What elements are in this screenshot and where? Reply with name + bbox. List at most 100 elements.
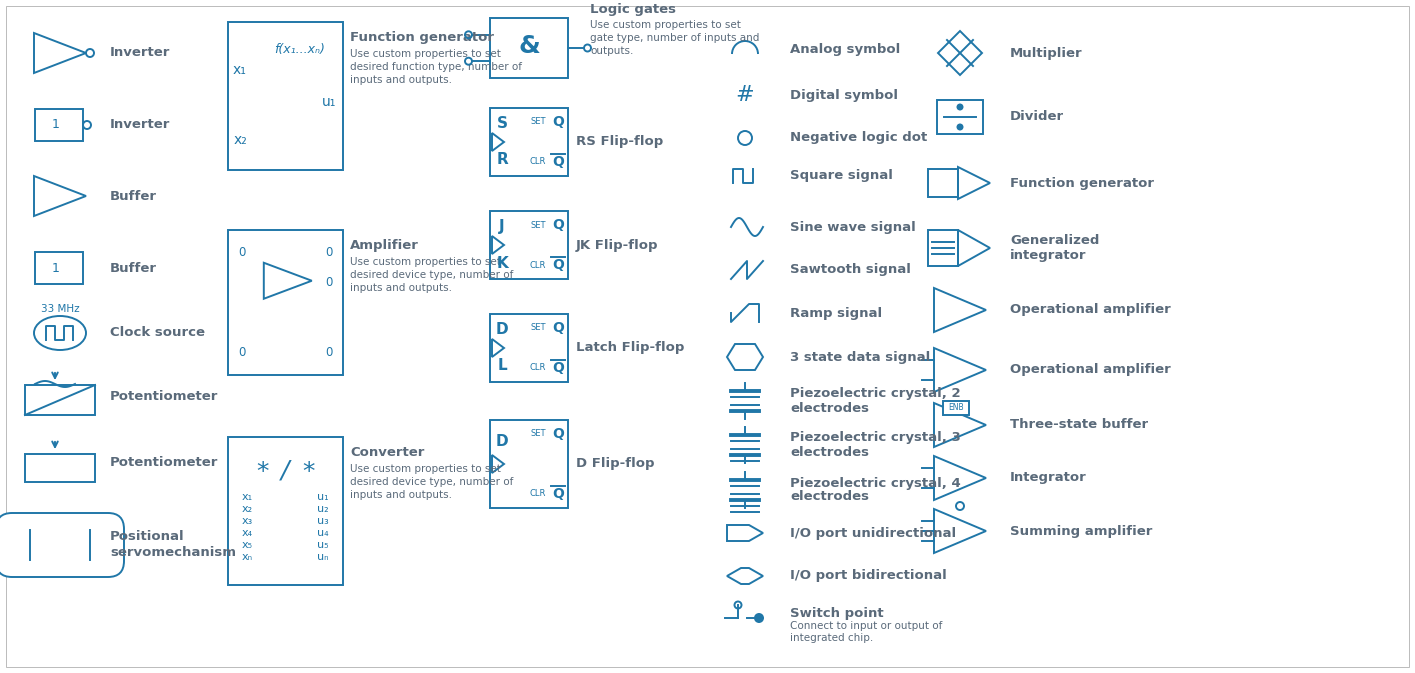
Text: u₄: u₄ <box>317 528 330 538</box>
Text: 33 MHz: 33 MHz <box>41 304 79 314</box>
Text: Q: Q <box>552 361 565 375</box>
Text: x₁: x₁ <box>233 63 248 77</box>
Text: Operational amplifier: Operational amplifier <box>1010 304 1170 316</box>
Text: Sine wave signal: Sine wave signal <box>790 221 916 234</box>
Text: Divider: Divider <box>1010 110 1064 124</box>
Text: inputs and outputs.: inputs and outputs. <box>350 75 451 85</box>
Text: Negative logic dot: Negative logic dot <box>790 131 927 145</box>
Text: desired device type, number of: desired device type, number of <box>350 477 514 487</box>
Text: CLR: CLR <box>529 363 546 372</box>
Text: Function generator: Function generator <box>1010 176 1155 190</box>
Text: Q: Q <box>552 258 565 272</box>
Text: Piezoelectric crystal, 3: Piezoelectric crystal, 3 <box>790 431 961 444</box>
Text: Clock source: Clock source <box>110 326 205 339</box>
Text: x₃: x₃ <box>242 516 253 526</box>
Text: inputs and outputs.: inputs and outputs. <box>350 283 451 293</box>
Bar <box>937 100 983 134</box>
Text: CLR: CLR <box>529 489 546 499</box>
Text: Generalized: Generalized <box>1010 234 1099 248</box>
Text: Multiplier: Multiplier <box>1010 46 1082 59</box>
Text: SET: SET <box>531 118 546 127</box>
Bar <box>228 437 342 585</box>
Circle shape <box>957 124 964 131</box>
Bar <box>942 401 969 415</box>
Text: x₄: x₄ <box>242 528 253 538</box>
Text: L: L <box>497 359 507 374</box>
Text: J: J <box>499 219 505 234</box>
Bar <box>35 109 83 141</box>
Text: Q: Q <box>552 218 565 232</box>
Text: Analog symbol: Analog symbol <box>790 44 900 57</box>
Bar <box>490 211 567 279</box>
Text: Buffer: Buffer <box>110 190 157 203</box>
Text: integrator: integrator <box>1010 248 1087 262</box>
Text: S: S <box>497 116 508 131</box>
Bar <box>228 230 342 375</box>
Text: Operational amplifier: Operational amplifier <box>1010 363 1170 376</box>
Text: SET: SET <box>531 221 546 229</box>
Text: Potentiometer: Potentiometer <box>110 456 218 470</box>
Text: Latch Flip-flop: Latch Flip-flop <box>576 341 685 355</box>
Text: Potentiometer: Potentiometer <box>110 390 218 402</box>
Text: Three-state buffer: Three-state buffer <box>1010 419 1148 431</box>
Text: x₁: x₁ <box>242 492 253 502</box>
Text: *: * <box>303 460 314 484</box>
Text: Q: Q <box>552 115 565 129</box>
Text: Q: Q <box>552 487 565 501</box>
Text: &: & <box>518 34 541 58</box>
Text: D: D <box>495 435 508 450</box>
Text: Ramp signal: Ramp signal <box>790 306 882 320</box>
Bar <box>490 108 567 176</box>
Text: 0: 0 <box>238 347 246 359</box>
Text: Use custom properties to set: Use custom properties to set <box>590 20 741 30</box>
Text: Use custom properties to set: Use custom properties to set <box>350 257 501 267</box>
Text: desired device type, number of: desired device type, number of <box>350 270 514 280</box>
Text: servomechanism: servomechanism <box>110 546 236 559</box>
Text: R: R <box>497 153 508 168</box>
Text: 1: 1 <box>52 262 59 275</box>
Text: Digital symbol: Digital symbol <box>790 89 899 102</box>
Circle shape <box>754 613 764 623</box>
Text: electrodes: electrodes <box>790 402 869 415</box>
Text: Connect to input or output of: Connect to input or output of <box>790 621 942 631</box>
Bar <box>928 230 958 266</box>
Text: Use custom properties to set: Use custom properties to set <box>350 49 501 59</box>
Text: Sawtooth signal: Sawtooth signal <box>790 264 911 277</box>
Text: Summing amplifier: Summing amplifier <box>1010 524 1152 538</box>
Text: Inverter: Inverter <box>110 118 170 131</box>
Text: CLR: CLR <box>529 157 546 166</box>
Text: /: / <box>282 458 290 482</box>
Text: Q: Q <box>552 427 565 441</box>
Text: 1: 1 <box>52 118 59 131</box>
Text: Integrator: Integrator <box>1010 472 1087 485</box>
Text: gate type, number of inputs and: gate type, number of inputs and <box>590 33 760 43</box>
Text: 0: 0 <box>325 347 333 359</box>
Text: u₁: u₁ <box>317 492 330 502</box>
Bar <box>35 252 83 284</box>
Text: u₃: u₃ <box>317 516 330 526</box>
Text: outputs.: outputs. <box>590 46 634 56</box>
Text: Q: Q <box>552 321 565 335</box>
Circle shape <box>957 104 964 110</box>
Text: 0: 0 <box>325 275 333 289</box>
Text: u₅: u₅ <box>317 540 330 550</box>
FancyBboxPatch shape <box>0 513 125 577</box>
Bar <box>490 314 567 382</box>
Text: Q: Q <box>552 155 565 169</box>
Text: #: # <box>736 85 754 105</box>
Text: D Flip-flop: D Flip-flop <box>576 458 655 470</box>
Text: SET: SET <box>531 429 546 439</box>
Text: Inverter: Inverter <box>110 46 170 59</box>
Text: Converter: Converter <box>350 446 424 458</box>
Text: JK Flip-flop: JK Flip-flop <box>576 238 658 252</box>
Text: ENB: ENB <box>948 404 964 413</box>
Text: Piezoelectric crystal, 2: Piezoelectric crystal, 2 <box>790 388 961 400</box>
Text: SET: SET <box>531 324 546 332</box>
Text: f(x₁...xₙ): f(x₁...xₙ) <box>275 44 324 57</box>
Text: CLR: CLR <box>529 260 546 269</box>
Text: 3 state data signal: 3 state data signal <box>790 351 930 363</box>
Text: Piezoelectric crystal, 4: Piezoelectric crystal, 4 <box>790 476 961 489</box>
Text: desired function type, number of: desired function type, number of <box>350 62 522 72</box>
Text: electrodes: electrodes <box>790 491 869 503</box>
Text: x₂: x₂ <box>242 504 253 514</box>
